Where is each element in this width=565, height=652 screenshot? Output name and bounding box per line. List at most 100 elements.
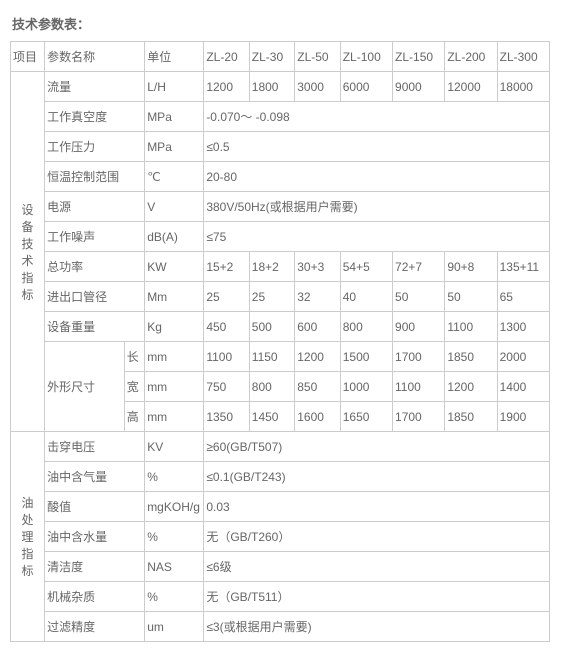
cell: 50 [445,282,497,312]
cell-span: ≤0.1(GB/T243) [204,462,550,492]
cell: 1300 [497,312,549,342]
unit: NAS [145,552,204,582]
hdr-m6: ZL-300 [497,42,549,72]
unit: % [145,522,204,552]
cell: 9000 [393,72,445,102]
cell: 6000 [340,72,392,102]
cell-span: ≤0.5 [204,132,550,162]
cell-span: ≤6级 [204,552,550,582]
cell: 1850 [445,342,497,372]
cell-span: -0.070～ -0.098 [204,102,550,132]
row-mech: 机械杂质 % 无（GB/T511） [11,582,550,612]
cell: 800 [249,372,294,402]
param-name: 流量 [45,72,145,102]
cell: 72+7 [393,252,445,282]
row-flow: 设备技术指标 流量 L/H 1200 1800 3000 6000 9000 1… [11,72,550,102]
group-device: 设备技术指标 [11,72,45,432]
unit: mm [145,342,204,372]
cell: 1400 [497,372,549,402]
hdr-m1: ZL-30 [249,42,294,72]
hdr-unit: 单位 [145,42,204,72]
group-oil: 油处理指标 [11,432,45,642]
param-name: 机械杂质 [45,582,145,612]
row-vac: 工作真空度 MPa -0.070～ -0.098 [11,102,550,132]
cell: 850 [295,372,340,402]
cell: 1800 [249,72,294,102]
unit: KV [145,432,204,462]
unit: Kg [145,312,204,342]
cell: 15+2 [204,252,249,282]
cell: 1600 [295,402,340,432]
cell: 50 [393,282,445,312]
hdr-m3: ZL-100 [340,42,392,72]
cell-span: 无（GB/T511） [204,582,550,612]
cell: 1100 [445,312,497,342]
hdr-project: 项目 [11,42,45,72]
cell: 25 [204,282,249,312]
cell: 1150 [249,342,294,372]
param-name: 工作真空度 [45,102,145,132]
cell: 1500 [340,342,392,372]
unit: V [145,192,204,222]
cell: 1650 [340,402,392,432]
cell: 54+5 [340,252,392,282]
unit: KW [145,252,204,282]
cell: 12000 [445,72,497,102]
hdr-m5: ZL-200 [445,42,497,72]
row-filt: 过滤精度 um ≤3(或根据用户需要) [11,612,550,642]
cell: 1100 [204,342,249,372]
unit: mgKOH/g [145,492,204,522]
param-name: 油中含水量 [45,522,145,552]
unit: MPa [145,102,204,132]
cell: 1700 [393,402,445,432]
row-water: 油中含水量 % 无（GB/T260） [11,522,550,552]
cell: 1000 [340,372,392,402]
cell: 750 [204,372,249,402]
param-name: 击穿电压 [45,432,145,462]
row-dim-l: 外形尺寸 长 mm 1100 1150 1200 1500 1700 1850 … [11,342,550,372]
unit: % [145,582,204,612]
cell: 1900 [497,402,549,432]
cell: 40 [340,282,392,312]
param-name: 恒温控制范围 [45,162,145,192]
row-temp: 恒温控制范围 ℃ 20-80 [11,162,550,192]
cell: 1200 [445,372,497,402]
cell: 1850 [445,402,497,432]
cell: 500 [249,312,294,342]
table-title: 技术参数表： [12,14,555,33]
unit: Mm [145,282,204,312]
cell-span: 无（GB/T260） [204,522,550,552]
cell: 1200 [295,342,340,372]
unit: dB(A) [145,222,204,252]
cell: 1350 [204,402,249,432]
param-name: 油中含气量 [45,462,145,492]
hdr-m2: ZL-50 [295,42,340,72]
hdr-param: 参数名称 [45,42,145,72]
row-press: 工作压力 MPa ≤0.5 [11,132,550,162]
sub: 长 [124,342,144,372]
cell-span: ≥60(GB/T507) [204,432,550,462]
row-pipe: 进出口管径 Mm 25 25 32 40 50 50 65 [11,282,550,312]
sub: 高 [124,402,144,432]
cell: 1450 [249,402,294,432]
cell: 800 [340,312,392,342]
hdr-m0: ZL-20 [204,42,249,72]
cell-span: 380V/50Hz(或根据用户需要) [204,192,550,222]
row-kw: 总功率 KW 15+2 18+2 30+3 54+5 72+7 90+8 135… [11,252,550,282]
cell: 90+8 [445,252,497,282]
unit: ℃ [145,162,204,192]
param-name: 进出口管径 [45,282,145,312]
sub: 宽 [124,372,144,402]
cell-span: 20-80 [204,162,550,192]
cell: 1700 [393,342,445,372]
cell: 1200 [204,72,249,102]
cell: 18+2 [249,252,294,282]
row-bd: 油处理指标 击穿电压 KV ≥60(GB/T507) [11,432,550,462]
param-name: 清洁度 [45,552,145,582]
cell-span: ≤3(或根据用户需要) [204,612,550,642]
param-name: 酸值 [45,492,145,522]
hdr-m4: ZL-150 [393,42,445,72]
cell: 900 [393,312,445,342]
param-name: 工作压力 [45,132,145,162]
param-name: 电源 [45,192,145,222]
